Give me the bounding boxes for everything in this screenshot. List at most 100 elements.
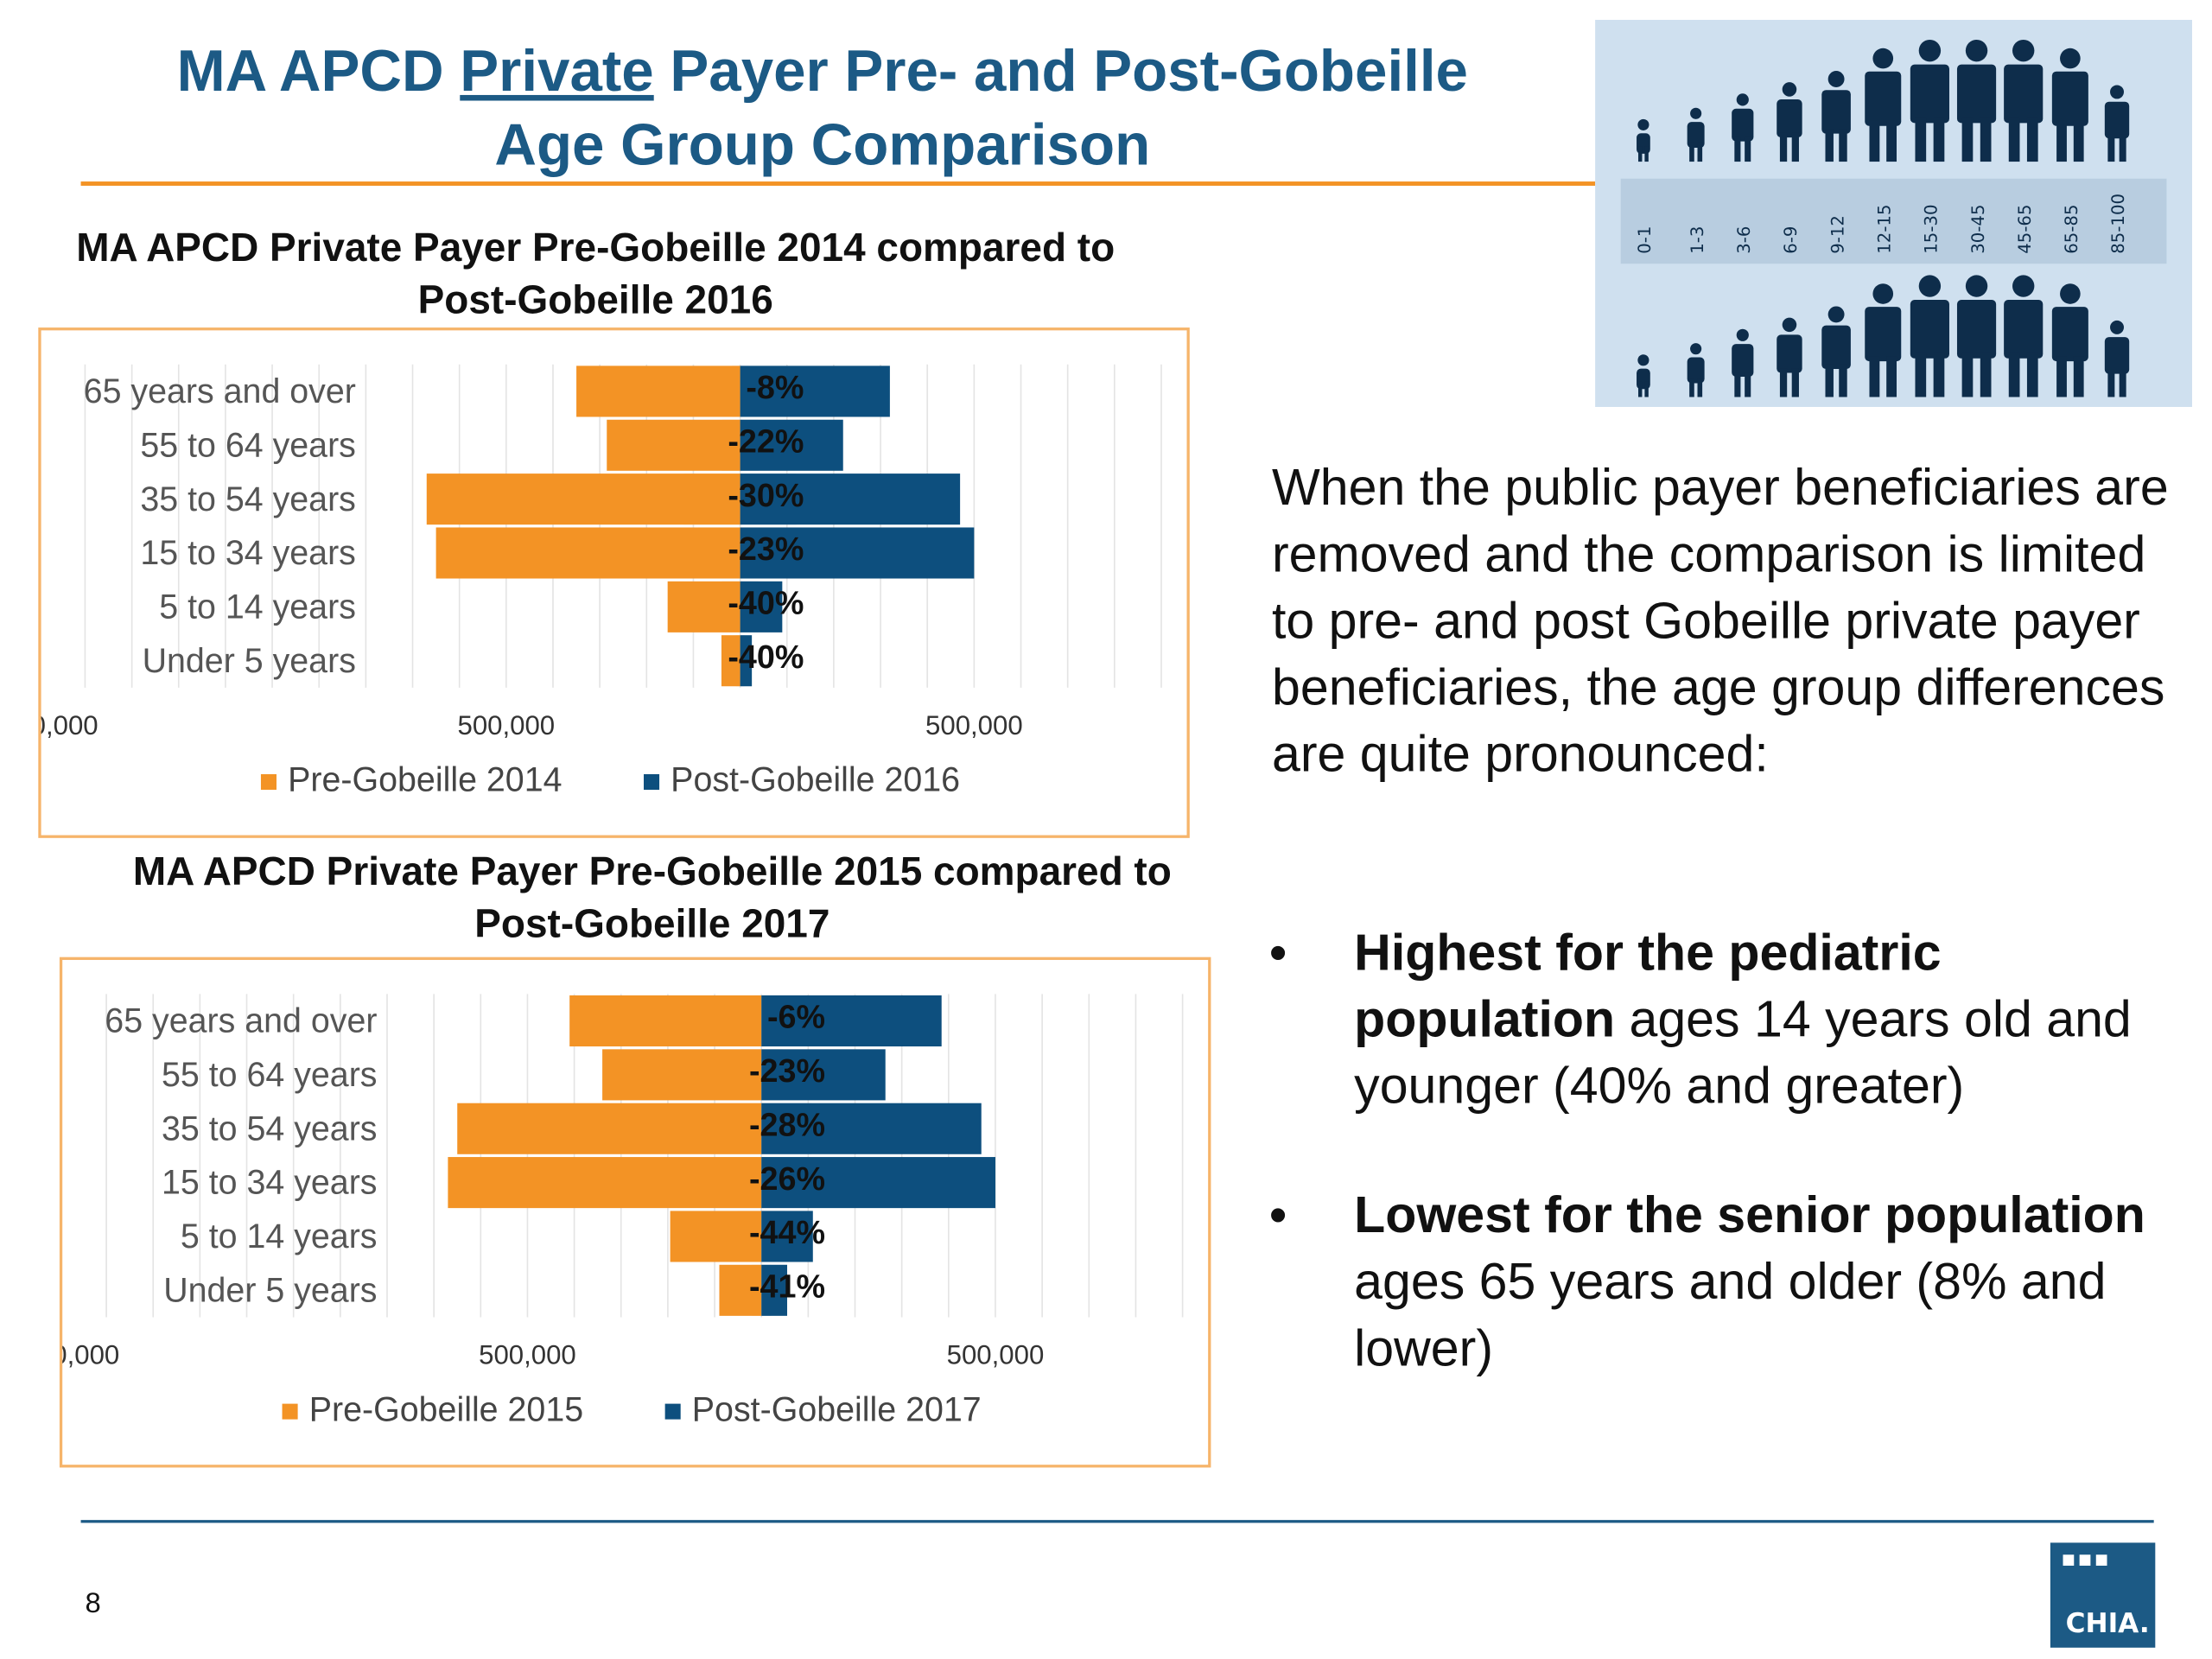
person-leg-icon (1980, 353, 1992, 397)
person-body-icon (2051, 307, 2088, 362)
bar-pre (457, 1103, 762, 1154)
footer-rule (80, 1520, 2154, 1523)
bar-pre (448, 1157, 762, 1209)
person-body-icon (1687, 357, 1705, 384)
page-number: 8 (85, 1587, 101, 1620)
chart2-box: 65 years and over -6% 55 to 64 years -23% 35… (59, 957, 1211, 1468)
legend-label-pre: Pre-Gobeille 2015 (309, 1390, 583, 1428)
person-leg-icon (2119, 134, 2126, 162)
bar-post (761, 1103, 982, 1154)
person-icon (1732, 328, 1754, 397)
age-pictogram: 0-1 1-3 3-6 6-9 9-12 12-15 15-30 30-45 45-65 65-8… (1595, 19, 2192, 407)
person-leg-icon (1779, 368, 1788, 397)
person-icon (2051, 283, 2088, 397)
person-body-icon (2104, 337, 2130, 374)
person-leg-icon (1869, 120, 1880, 162)
person-head-icon (2012, 39, 2035, 62)
person-leg-icon (1638, 381, 1643, 397)
person-head-icon (1918, 275, 1942, 297)
diff-label: -44% (749, 1214, 825, 1250)
person-leg-icon (1886, 120, 1897, 162)
person-body-icon (1956, 300, 1997, 359)
person-head-icon (2060, 48, 2081, 69)
title-part2: Payer Pre- and Post-Gobeille (653, 38, 1468, 104)
age-label: 6-9 (1781, 226, 1801, 254)
person-icon (1777, 317, 1802, 397)
age-label: 3-6 (1734, 226, 1754, 254)
person-head-icon (1690, 107, 1702, 119)
intro-text: When the public payer beneficiaries are … (1271, 458, 2169, 783)
person-leg-icon (2056, 120, 2067, 162)
person-leg-icon (1791, 368, 1799, 397)
person-leg-icon (2008, 118, 2020, 162)
x-tick-label: 1,500,000 (62, 1340, 119, 1370)
person-head-icon (1782, 317, 1797, 333)
bullet1-text: ages 14 years old and younger (40% and g… (1354, 989, 2132, 1115)
legend-label-pre: Pre-Gobeille 2014 (288, 761, 562, 799)
logo-text: CHIA. (2065, 1607, 2150, 1639)
person-leg-icon (1638, 146, 1643, 162)
person-body-icon (2104, 101, 2130, 139)
person-leg-icon (1933, 353, 1945, 397)
category-label: Under 5 years (143, 642, 356, 680)
person-head-icon (1637, 118, 1649, 130)
x-tick-label: 500,000 (947, 1340, 1045, 1370)
person-leg-icon (1745, 372, 1751, 397)
person-leg-icon (1933, 118, 1945, 162)
person-icon (2004, 39, 2044, 162)
person-body-icon (1777, 99, 1802, 138)
diff-label: -23% (728, 531, 804, 567)
person-leg-icon (1697, 142, 1703, 162)
diff-label: -41% (749, 1268, 825, 1305)
age-label: 1-3 (1688, 226, 1707, 254)
category-label: 35 to 54 years (140, 480, 356, 518)
bar-post (740, 527, 975, 579)
diff-label: -26% (749, 1160, 825, 1197)
person-leg-icon (1697, 378, 1703, 397)
person-icon (1637, 118, 1650, 162)
age-label: 0-1 (1635, 226, 1655, 254)
bar-pre (426, 474, 741, 525)
category-label: 35 to 54 years (162, 1109, 378, 1147)
person-leg-icon (1644, 381, 1649, 397)
category-label: 15 to 34 years (162, 1164, 378, 1202)
category-label: 5 to 14 years (181, 1217, 378, 1255)
bar-pre (719, 1264, 762, 1316)
person-leg-icon (2008, 353, 2020, 397)
bar-pre (667, 581, 741, 632)
person-body-icon (1732, 108, 1754, 142)
page-title: MA APCD Private Payer Pre- and Post-Gobe… (57, 34, 1588, 181)
person-leg-icon (1839, 129, 1847, 162)
bar-pre (435, 527, 741, 579)
bar-post (761, 1049, 886, 1101)
person-head-icon (1827, 71, 1845, 87)
bar-pre (670, 1211, 762, 1262)
x-tick-label: 500,000 (925, 710, 1023, 741)
person-icon (1687, 107, 1705, 162)
person-icon (2104, 85, 2130, 162)
diff-label: -6% (767, 999, 825, 1035)
person-leg-icon (1779, 132, 1788, 162)
person-leg-icon (1886, 356, 1897, 397)
person-icon (1821, 306, 1851, 397)
title-line2: Age Group Comparison (494, 111, 1151, 178)
person-body-icon (1910, 300, 1949, 359)
bar-pre (569, 995, 762, 1047)
diff-label: -8% (746, 369, 804, 405)
legend-swatch-pre (260, 773, 276, 791)
bar-post (740, 581, 783, 632)
person-body-icon (1821, 90, 1851, 134)
bullet-pediatric: • Highest for the pediatric population a… (1269, 918, 2177, 1118)
category-label: 65 years and over (105, 1002, 377, 1040)
bar-pre (602, 1049, 762, 1101)
person-icon (1732, 93, 1754, 162)
person-head-icon (1872, 283, 1894, 304)
person-body-icon (1777, 334, 1802, 373)
category-label: 5 to 14 years (159, 588, 356, 626)
age-label: 15-30 (1922, 205, 1942, 254)
person-leg-icon (1644, 146, 1649, 162)
bar-post (740, 365, 890, 417)
person-leg-icon (2107, 134, 2115, 162)
person-leg-icon (2107, 369, 2115, 397)
